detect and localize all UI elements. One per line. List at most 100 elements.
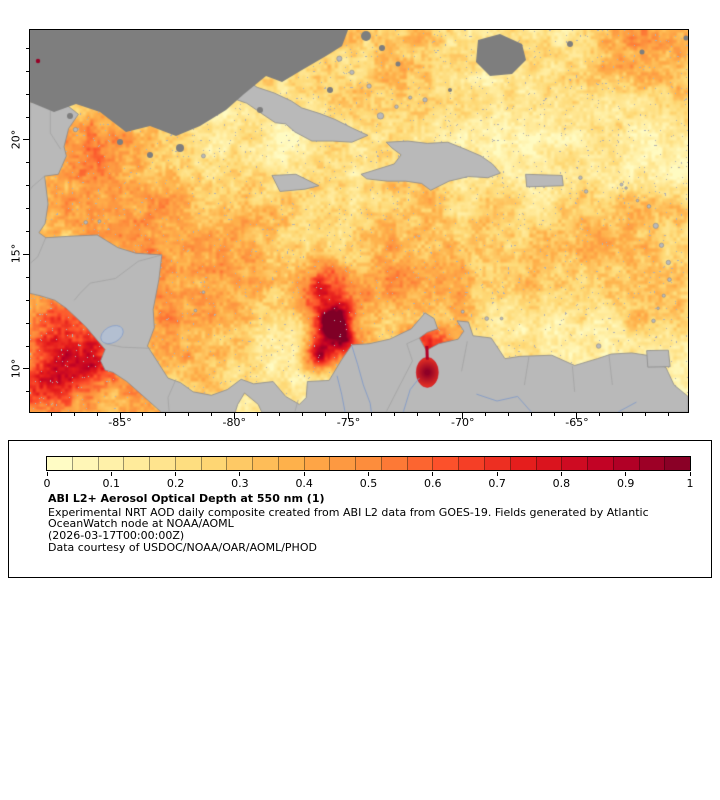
colorbar-segment	[330, 457, 357, 470]
colorbar-tick-label: 0.8	[552, 477, 571, 490]
colorbar-segment	[47, 457, 73, 470]
x-minor-tick	[188, 413, 190, 416]
x-major-tick	[119, 413, 121, 419]
colorbar-segment	[201, 457, 228, 470]
y-tick-label: 15°	[9, 244, 23, 264]
map-frame	[29, 29, 689, 413]
x-major-tick	[347, 413, 349, 419]
colorbar-segment	[124, 457, 151, 470]
x-minor-tick	[553, 413, 555, 416]
y-minor-tick	[26, 185, 29, 187]
x-major-tick	[462, 413, 464, 419]
colorbar-tick	[239, 472, 241, 476]
colorbar-tick	[303, 472, 305, 476]
x-minor-tick	[50, 413, 52, 416]
y-minor-tick	[26, 231, 29, 233]
x-major-tick	[576, 413, 578, 419]
colorbar-segment	[227, 457, 254, 470]
y-tick-label: 20°	[9, 129, 23, 150]
x-minor-tick	[530, 413, 532, 416]
legend-timestamp: (2026-03-17T00:00:00Z)	[48, 529, 185, 542]
legend-description-line1: Experimental NRT AOD daily composite cre…	[48, 506, 649, 519]
x-minor-tick	[96, 413, 98, 416]
colorbar-tick-label: 0.3	[231, 477, 249, 490]
colorbar-tick	[175, 472, 177, 476]
colorbar-tick	[432, 472, 434, 476]
x-minor-tick	[279, 413, 281, 416]
x-minor-tick	[210, 413, 212, 416]
colorbar-tick-label: 0.7	[488, 477, 506, 490]
colorbar-tick-label: 0	[43, 477, 51, 490]
y-minor-tick	[26, 116, 29, 118]
colorbar-segment	[588, 457, 614, 470]
y-minor-tick	[26, 322, 29, 324]
colorbar-segment	[278, 457, 305, 470]
colorbar-tick	[496, 472, 498, 476]
colorbar-tick	[110, 472, 112, 476]
y-minor-tick	[26, 70, 29, 72]
colorbar-tick	[368, 472, 369, 476]
x-minor-tick	[393, 413, 395, 416]
colorbar-segment	[510, 457, 537, 470]
aod-map-canvas	[30, 30, 688, 412]
colorbar-segment	[485, 457, 511, 470]
x-minor-tick	[667, 413, 669, 416]
colorbar-segment	[665, 457, 691, 470]
x-minor-tick	[142, 413, 144, 416]
x-tick-label: -80°	[222, 416, 246, 429]
x-minor-tick	[645, 413, 646, 416]
colorbar-tick-label: 0.2	[166, 477, 185, 490]
colorbar-tick-label: 1	[686, 477, 694, 490]
colorbar-segment	[536, 457, 563, 470]
colorbar-segment	[459, 457, 486, 470]
y-major-tick	[23, 368, 29, 370]
y-minor-tick	[26, 276, 29, 278]
x-major-tick	[233, 413, 235, 419]
x-minor-tick	[485, 413, 487, 416]
x-minor-tick	[302, 413, 304, 416]
colorbar-segment	[98, 457, 125, 470]
colorbar-segment	[562, 457, 589, 470]
legend-description-line2: OceanWatch node at NOAA/AOML	[48, 517, 234, 530]
y-minor-tick	[26, 345, 29, 347]
y-minor-tick	[26, 47, 29, 49]
colorbar-tick-label: 0.5	[359, 477, 378, 490]
y-major-tick	[23, 139, 29, 141]
colorbar-tick	[560, 472, 562, 476]
x-minor-tick	[325, 413, 327, 416]
colorbar-tick	[689, 472, 691, 476]
x-tick-label: -65°	[565, 416, 589, 429]
legend-box: 0 0.1 0.2 0.3 0.4 0.5 0.6 0.7 0.8 0.9 1 ABI L2+ Ae…	[8, 440, 712, 578]
colorbar-segment	[356, 457, 382, 470]
y-minor-tick	[26, 162, 29, 164]
y-tick-label: 10°	[9, 358, 23, 379]
legend-title: ABI L2+ Aerosol Optical Depth at 550 nm …	[48, 492, 325, 505]
x-minor-tick	[599, 413, 601, 416]
x-minor-tick	[622, 413, 624, 416]
colorbar-segment	[381, 457, 408, 470]
colorbar-segment	[72, 457, 99, 470]
colorbar-segment	[407, 457, 434, 470]
colorbar-tick-label: 0.4	[295, 477, 313, 490]
colorbar-segment	[175, 457, 202, 470]
x-minor-tick	[416, 413, 418, 416]
colorbar-gradient	[46, 456, 691, 471]
colorbar-tick	[46, 472, 48, 476]
y-major-tick	[23, 253, 29, 255]
x-minor-tick	[165, 413, 167, 416]
map-axes: -85° -80° -75° -70° -65° 20° 15° 10°	[9, 47, 669, 429]
colorbar-segment	[150, 457, 176, 470]
x-minor-tick	[73, 413, 75, 416]
colorbar-segment	[433, 457, 460, 470]
y-minor-tick	[26, 93, 29, 95]
colorbar-tick-label: 0.9	[616, 477, 635, 490]
y-minor-tick	[26, 299, 29, 301]
x-tick-label: -75°	[336, 416, 361, 429]
colorbar-segment	[304, 457, 331, 470]
x-minor-tick	[439, 413, 441, 416]
x-minor-tick	[370, 413, 372, 416]
y-minor-tick	[26, 208, 29, 210]
colorbar-segment	[613, 457, 640, 470]
x-tick-label: -70°	[450, 416, 475, 429]
